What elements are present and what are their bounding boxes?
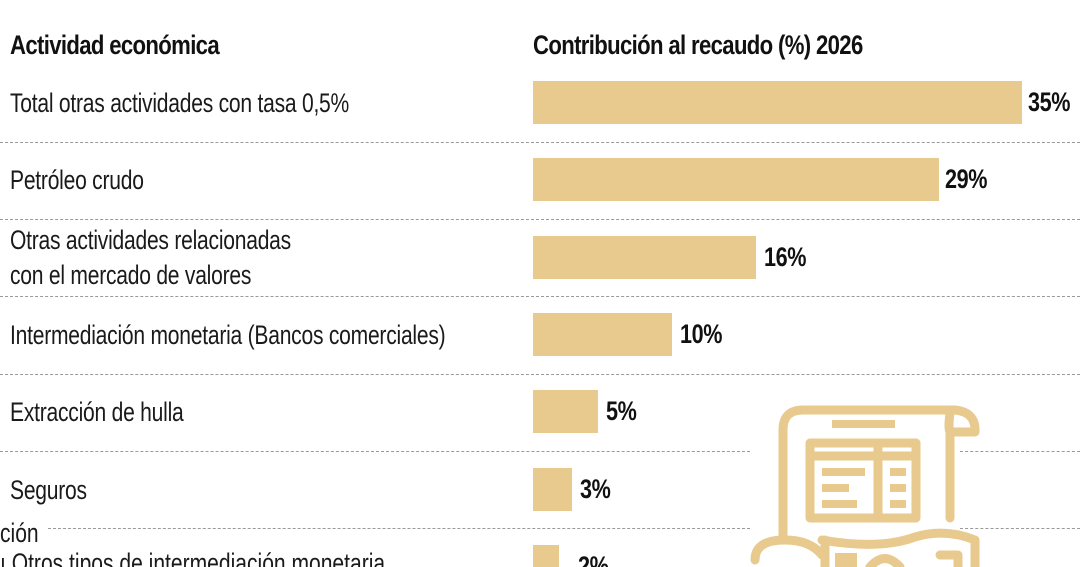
row-label: Total otras actividades con tasa 0,5% — [10, 88, 350, 118]
bar-value-label: 3% — [580, 474, 611, 504]
bar — [533, 545, 559, 567]
bar-value-label: 10% — [680, 319, 723, 349]
bar-value-label: 35% — [1028, 87, 1071, 117]
tax-document-scroll-icon — [740, 390, 1000, 567]
row-label-line-1: Otras actividades relacionadas — [10, 225, 291, 255]
row-divider — [0, 219, 1080, 220]
bar — [533, 158, 939, 201]
bar-value-label: 16% — [764, 242, 807, 272]
row-divider — [0, 374, 1080, 375]
value-column-header: Contribución al recaudo (%) 2026 — [533, 30, 863, 60]
row-label-line-2: con el mercado de valores — [10, 260, 252, 290]
row-label: Intermediación monetaria (Bancos comerci… — [10, 320, 446, 350]
row-label: Extracción de hulla — [10, 397, 184, 427]
bar-value-label: 2% — [578, 551, 609, 567]
row-divider — [960, 528, 1080, 529]
bar — [533, 468, 572, 511]
bar-value-label: 29% — [945, 164, 988, 194]
bar — [533, 81, 1022, 124]
row-label: Petróleo crudo — [10, 165, 144, 195]
row-divider — [960, 451, 1080, 452]
bar — [533, 313, 672, 356]
row-divider — [0, 451, 750, 452]
overflow-label-fragment: ción — [0, 518, 39, 548]
bar — [533, 236, 756, 279]
row-divider — [0, 142, 1080, 143]
row-divider — [48, 528, 750, 529]
row-label: Seguros — [10, 475, 87, 505]
bar — [533, 390, 598, 433]
bar-value-label: 5% — [606, 396, 637, 426]
row-divider — [0, 296, 1080, 297]
row-label: ı Otros tipos de intermediación monetari… — [0, 548, 386, 567]
category-column-header: Actividad económica — [10, 30, 220, 60]
